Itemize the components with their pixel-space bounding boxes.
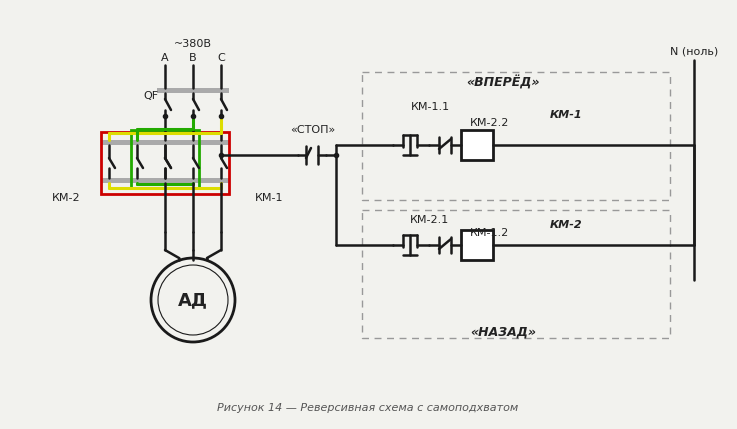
Text: Рисунок 14 — Реверсивная схема с самоподхватом: Рисунок 14 — Реверсивная схема с самопод…: [217, 403, 519, 413]
Text: АД: АД: [178, 291, 208, 309]
Bar: [362, 72, 670, 200]
Text: КМ-1: КМ-1: [255, 193, 284, 203]
Text: КМ-1.1: КМ-1.1: [411, 102, 450, 112]
Bar: [157, 178, 229, 183]
Text: КМ-2.1: КМ-2.1: [411, 215, 450, 225]
Bar: [461, 230, 493, 260]
Text: B: B: [189, 53, 197, 63]
Text: КМ-1: КМ-1: [550, 110, 582, 120]
Bar: [461, 130, 493, 160]
Text: «ВПЕРЁД»: «ВПЕРЁД»: [467, 76, 539, 90]
Text: КМ-2.2: КМ-2.2: [470, 118, 510, 128]
Bar: [101, 178, 173, 183]
Text: A: A: [161, 53, 169, 63]
Bar: [157, 88, 229, 93]
Bar: [101, 140, 173, 145]
Bar: [157, 140, 229, 145]
Text: КМ-1.2: КМ-1.2: [470, 228, 509, 238]
Text: QF: QF: [143, 91, 158, 101]
Text: N (ноль): N (ноль): [670, 47, 718, 57]
Text: КМ-2: КМ-2: [550, 220, 582, 230]
Bar: [101, 132, 229, 194]
Text: ~380В: ~380В: [174, 39, 212, 49]
Text: «СТОП»: «СТОП»: [290, 125, 335, 135]
Text: КМ-2: КМ-2: [52, 193, 80, 203]
Bar: [131, 130, 199, 188]
Bar: [362, 210, 670, 338]
Text: C: C: [217, 53, 225, 63]
Text: «НАЗАД»: «НАЗАД»: [470, 326, 536, 338]
